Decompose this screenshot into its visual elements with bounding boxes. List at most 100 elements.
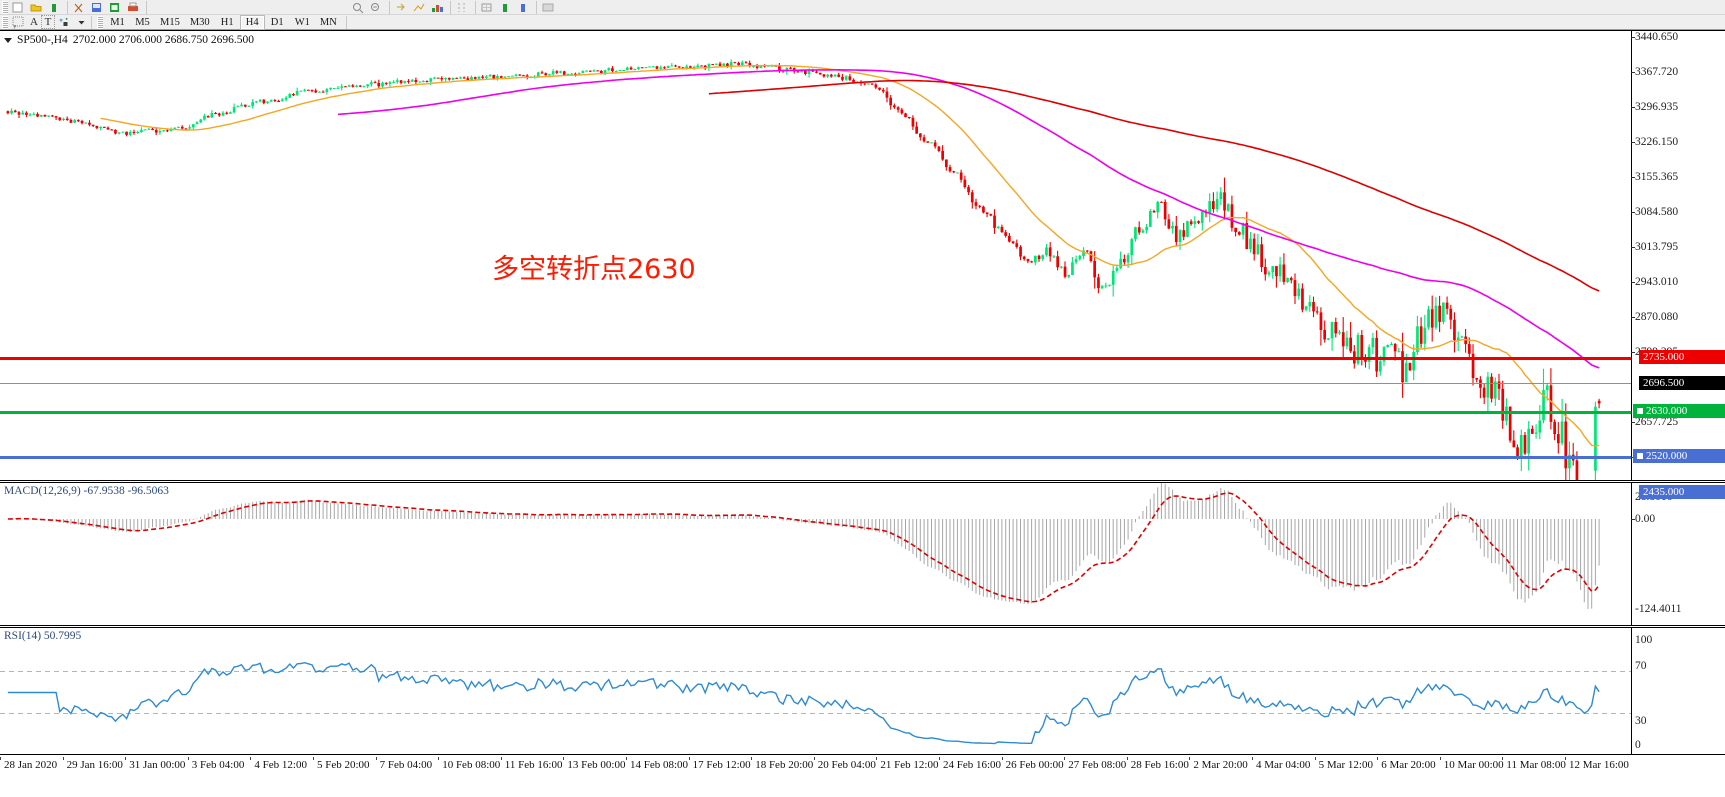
timeframe-button-h1[interactable]: H1 (220, 16, 234, 28)
time-label-23: 10 Mar 00:00 (1443, 759, 1504, 771)
timeframe-button-m15[interactable]: M15 (160, 16, 180, 28)
zoom-in-icon[interactable] (350, 1, 368, 14)
price-tick-2657-725: 2657.725 (1630, 416, 1679, 428)
time-label-7: 10 Feb 08:00 (442, 759, 501, 771)
time-scale[interactable]: 28 Jan 2020 29 Jan 16:00 31 Jan 00:00 3 Feb… (0, 757, 1725, 773)
template-icon[interactable] (540, 1, 558, 14)
time-tick-22 (1377, 757, 1379, 760)
bars-style-icon[interactable] (497, 1, 515, 14)
line-style-icon[interactable] (515, 1, 533, 14)
price-tick-3296-935: 3296.935 (1630, 101, 1679, 113)
paste-icon[interactable] (107, 1, 125, 14)
line-drag-handle[interactable] (1637, 408, 1643, 414)
time-tick-21 (1314, 757, 1316, 760)
time-label-22: 6 Mar 20:00 (1381, 759, 1436, 771)
bar-chart-icon[interactable] (46, 1, 64, 14)
line-drag-handle[interactable] (1637, 453, 1643, 459)
top-icon-toolbar (0, 0, 1725, 15)
time-label-21: 5 Mar 12:00 (1318, 759, 1373, 771)
time-label-24: 11 Mar 08:00 (1506, 759, 1566, 771)
time-tick-0 (0, 757, 1, 760)
cut-icon[interactable] (71, 1, 89, 14)
text-tool-button[interactable]: A (30, 16, 38, 28)
copy-icon[interactable] (89, 1, 107, 14)
time-label-2: 31 Jan 00:00 (129, 759, 186, 771)
time-label-4: 4 Feb 12:00 (254, 759, 307, 771)
timeframe-button-m30[interactable]: M30 (189, 16, 210, 28)
time-label-9: 13 Feb 00:00 (567, 759, 626, 771)
rsi-series (0, 661, 1631, 745)
chart-canvas-area[interactable]: 多空转折点2630 SP500-,H4 2702.000 2706.000 26… (0, 30, 1725, 797)
rsi-tick-2: 30 (1635, 715, 1647, 727)
price-tick-3440-650: 3440.650 (1630, 31, 1679, 43)
new-chart-icon[interactable] (10, 1, 28, 14)
symbol-name: SP500-,H4 (17, 34, 68, 46)
time-label-18: 28 Feb 16:00 (1130, 759, 1189, 771)
time-tick-17 (1064, 757, 1066, 760)
timeframe-button-m5[interactable]: M5 (135, 16, 150, 28)
time-tick-18 (1126, 757, 1128, 760)
ohlc-values: 2702.000 2706.000 2686.750 2696.500 (72, 34, 254, 46)
time-label-12: 18 Feb 20:00 (755, 759, 814, 771)
support-line-2520[interactable] (0, 456, 1631, 459)
price-scale[interactable]: 3440.650 3367.720 3296.935 3226.150 3155.365… (1630, 31, 1725, 568)
main-toolbar-drag-grip-icon[interactable] (2, 15, 8, 29)
rsi-pane[interactable]: RSI(14) 50.7995 100 70 30 0 (0, 627, 1725, 755)
pivot-line-2630[interactable]: 2630.000 (1633, 404, 1725, 418)
indicators-icon[interactable] (429, 1, 447, 14)
current-price-2696[interactable]: 2696.500 (1639, 376, 1725, 390)
objects-dropdown-chevron-down-icon[interactable] (74, 15, 88, 29)
resistance-line-2735[interactable] (0, 357, 1631, 360)
print-icon[interactable] (125, 1, 143, 14)
rsi-tick-0: 100 (1635, 634, 1653, 646)
macd-tick-1: 0.00 (1630, 513, 1656, 525)
price-tick-3013-795: 3013.795 (1630, 241, 1679, 253)
time-label-8: 11 Feb 16:00 (504, 759, 563, 771)
toolbar-drag-grip-icon[interactable] (2, 0, 8, 14)
pivot-line-2630[interactable] (0, 411, 1631, 414)
price-tick-2943-010: 2943.010 (1630, 276, 1679, 288)
current-price-line-2696 (0, 383, 1631, 384)
macd-scale: 28.80160.00-124.4011 (1630, 483, 1725, 625)
time-label-16: 26 Feb 00:00 (1005, 759, 1064, 771)
support-line-2435[interactable]: 2435.000 (1639, 485, 1725, 499)
rsi-plot-region (0, 628, 1725, 754)
timeframe-drag-grip-icon[interactable] (97, 15, 103, 29)
price-pane[interactable]: 多空转折点2630 SP500-,H4 2702.000 2706.000 26… (0, 30, 1725, 568)
time-tick-4 (250, 757, 252, 760)
timeframe-button-w1[interactable]: W1 (294, 16, 310, 28)
folder-icon[interactable] (28, 1, 46, 14)
timeframe-button-m1[interactable]: M1 (110, 16, 125, 28)
timeframe-button-h4[interactable]: H4 (239, 14, 265, 30)
price-plot-region[interactable] (0, 31, 1725, 480)
time-tick-25 (1565, 757, 1566, 760)
macd-pane[interactable]: MACD(12,26,9) -67.9538 -96.5063 28.80160… (0, 482, 1725, 626)
grid-icon[interactable] (479, 1, 497, 14)
time-tick-3 (187, 757, 189, 760)
timeframe-button-d1[interactable]: D1 (270, 16, 284, 28)
support-line-2520[interactable]: 2520.000 (1633, 449, 1725, 463)
time-label-17: 27 Feb 08:00 (1068, 759, 1127, 771)
time-tick-23 (1439, 757, 1441, 760)
symbol-ohlc-header: SP500-,H4 2702.000 2706.000 2686.750 269… (4, 34, 254, 46)
time-label-6: 7 Feb 04:00 (379, 759, 433, 771)
chart-menu-triangle-down-icon[interactable] (4, 37, 12, 43)
time-tick-8 (500, 757, 502, 760)
time-label-11: 17 Feb 12:00 (692, 759, 751, 771)
period-separator-icon[interactable] (454, 1, 472, 14)
zoom-out-icon[interactable] (368, 1, 386, 14)
price-tag-value: 2696.500 (1643, 377, 1685, 389)
rsi-scale: 100 70 30 0 (1631, 628, 1725, 754)
rsi-tick-3: 0 (1635, 739, 1641, 751)
crosshair-tool-icon[interactable]: F (10, 15, 27, 29)
macd-series (7, 483, 1600, 609)
objects-tool-icon[interactable] (55, 15, 74, 29)
resistance-line-2735[interactable]: 2735.000 (1639, 350, 1725, 364)
autoscroll-icon[interactable] (393, 1, 411, 14)
time-label-1: 29 Jan 16:00 (66, 759, 123, 771)
chart-shift-icon[interactable] (411, 1, 429, 14)
text-label-tool-button[interactable]: T (41, 15, 55, 29)
timeframe-button-mn[interactable]: MN (319, 16, 337, 28)
time-tick-24 (1502, 757, 1504, 760)
